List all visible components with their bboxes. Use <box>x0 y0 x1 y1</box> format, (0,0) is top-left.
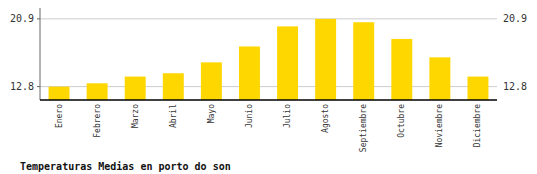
bar <box>277 26 298 100</box>
bar <box>49 87 70 100</box>
grid-line <box>40 86 497 87</box>
y-tick-label: 12.8 <box>10 81 34 92</box>
x-tick-label: Abril <box>169 104 178 128</box>
x-tick-label: Septiembre <box>359 104 368 152</box>
chart: 12.8 12.8 20.9 20.9 Enero Febrero Marzo Abril Ma… <box>0 0 537 174</box>
x-tick-label: Julio <box>283 104 292 128</box>
y2-tick-label: 12.8 <box>503 81 527 92</box>
y2-tick-label: 20.9 <box>503 13 527 24</box>
bar <box>239 46 260 100</box>
bar <box>125 77 146 100</box>
x-tick-label: Febrero <box>93 104 102 138</box>
bar <box>163 73 184 100</box>
x-axis-line <box>40 99 497 101</box>
bar <box>201 62 222 100</box>
bar <box>87 83 108 100</box>
x-tick-label: Enero <box>55 104 64 128</box>
grid-line <box>40 18 497 19</box>
bar <box>467 77 488 100</box>
x-tick-label: Junio <box>245 104 254 128</box>
x-tick-label: Octubre <box>397 104 406 138</box>
x-tick-label: Agosto <box>321 104 330 133</box>
bar <box>315 19 336 100</box>
bar <box>353 22 374 100</box>
y-axis-line <box>40 8 41 100</box>
x-tick-label: Mayo <box>207 104 216 123</box>
bar <box>391 39 412 100</box>
x-tick-label: Diciembre <box>473 104 482 148</box>
x-tick-label: Marzo <box>131 104 140 128</box>
y-tick-label: 20.9 <box>10 13 34 24</box>
bar <box>429 57 450 100</box>
x-tick-label: Noviembre <box>435 104 444 148</box>
title: Temperaturas Medias en porto do son <box>20 161 231 172</box>
bars <box>49 19 489 100</box>
